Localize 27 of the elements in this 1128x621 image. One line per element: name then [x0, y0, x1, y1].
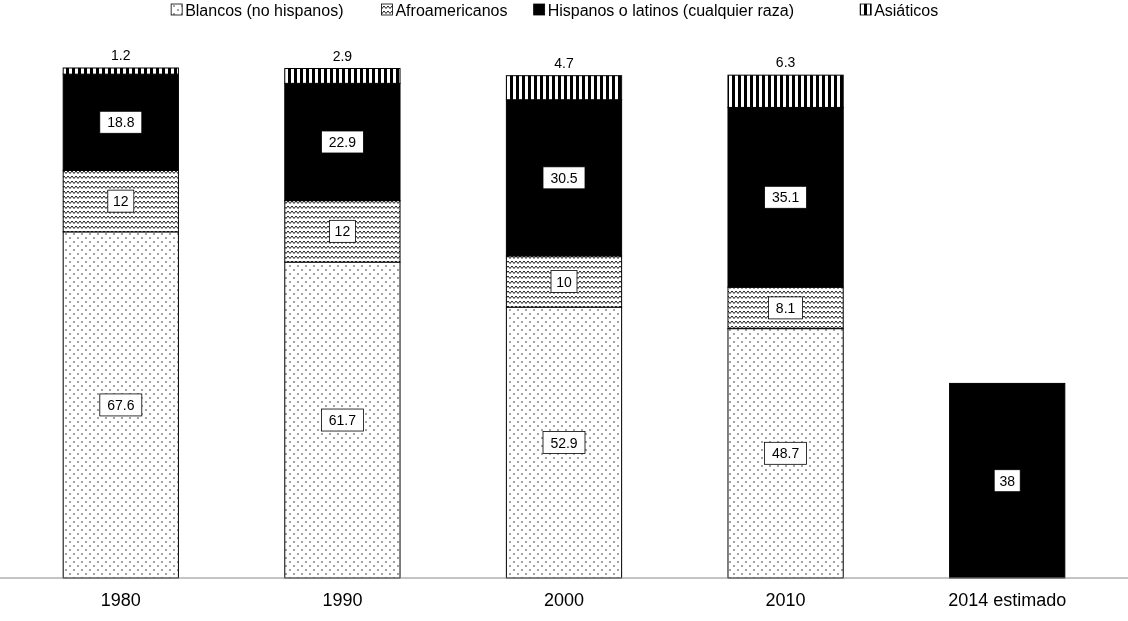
data-label: 48.7: [771, 445, 800, 462]
data-label: 10: [556, 273, 572, 290]
legend-label: Asiáticos: [874, 2, 939, 19]
x-tick-label: 2000: [543, 590, 585, 610]
legend-label: Blancos (no hispanos): [185, 2, 344, 19]
data-label: 52.9: [550, 434, 578, 451]
data-label: 12: [113, 193, 129, 210]
data-label: 30.5: [550, 169, 578, 186]
data-label: 61.7: [328, 412, 357, 429]
x-tick-label: 2014 estimado: [948, 590, 1067, 610]
data-label: 6.3: [775, 54, 796, 71]
x-tick-label: 1990: [322, 590, 363, 610]
data-label: 18.8: [107, 114, 135, 131]
data-label: 2.9: [332, 47, 353, 64]
bar: [949, 382, 1066, 579]
data-label: 38: [999, 472, 1016, 489]
x-tick-label: 2010: [765, 590, 806, 610]
data-label: 1.2: [111, 47, 131, 63]
data-label: 8.1: [775, 299, 796, 316]
legend-label: Afroamericanos: [395, 2, 508, 19]
data-label: 35.1: [771, 189, 800, 206]
data-label: 22.9: [328, 133, 357, 150]
x-tick-label: 1980: [100, 590, 141, 610]
data-label: 4.7: [554, 54, 574, 71]
data-label: 67.6: [107, 396, 135, 413]
legend-label: Hispanos o latinos (cualquier raza): [547, 2, 794, 19]
data-label: 12: [334, 223, 351, 240]
